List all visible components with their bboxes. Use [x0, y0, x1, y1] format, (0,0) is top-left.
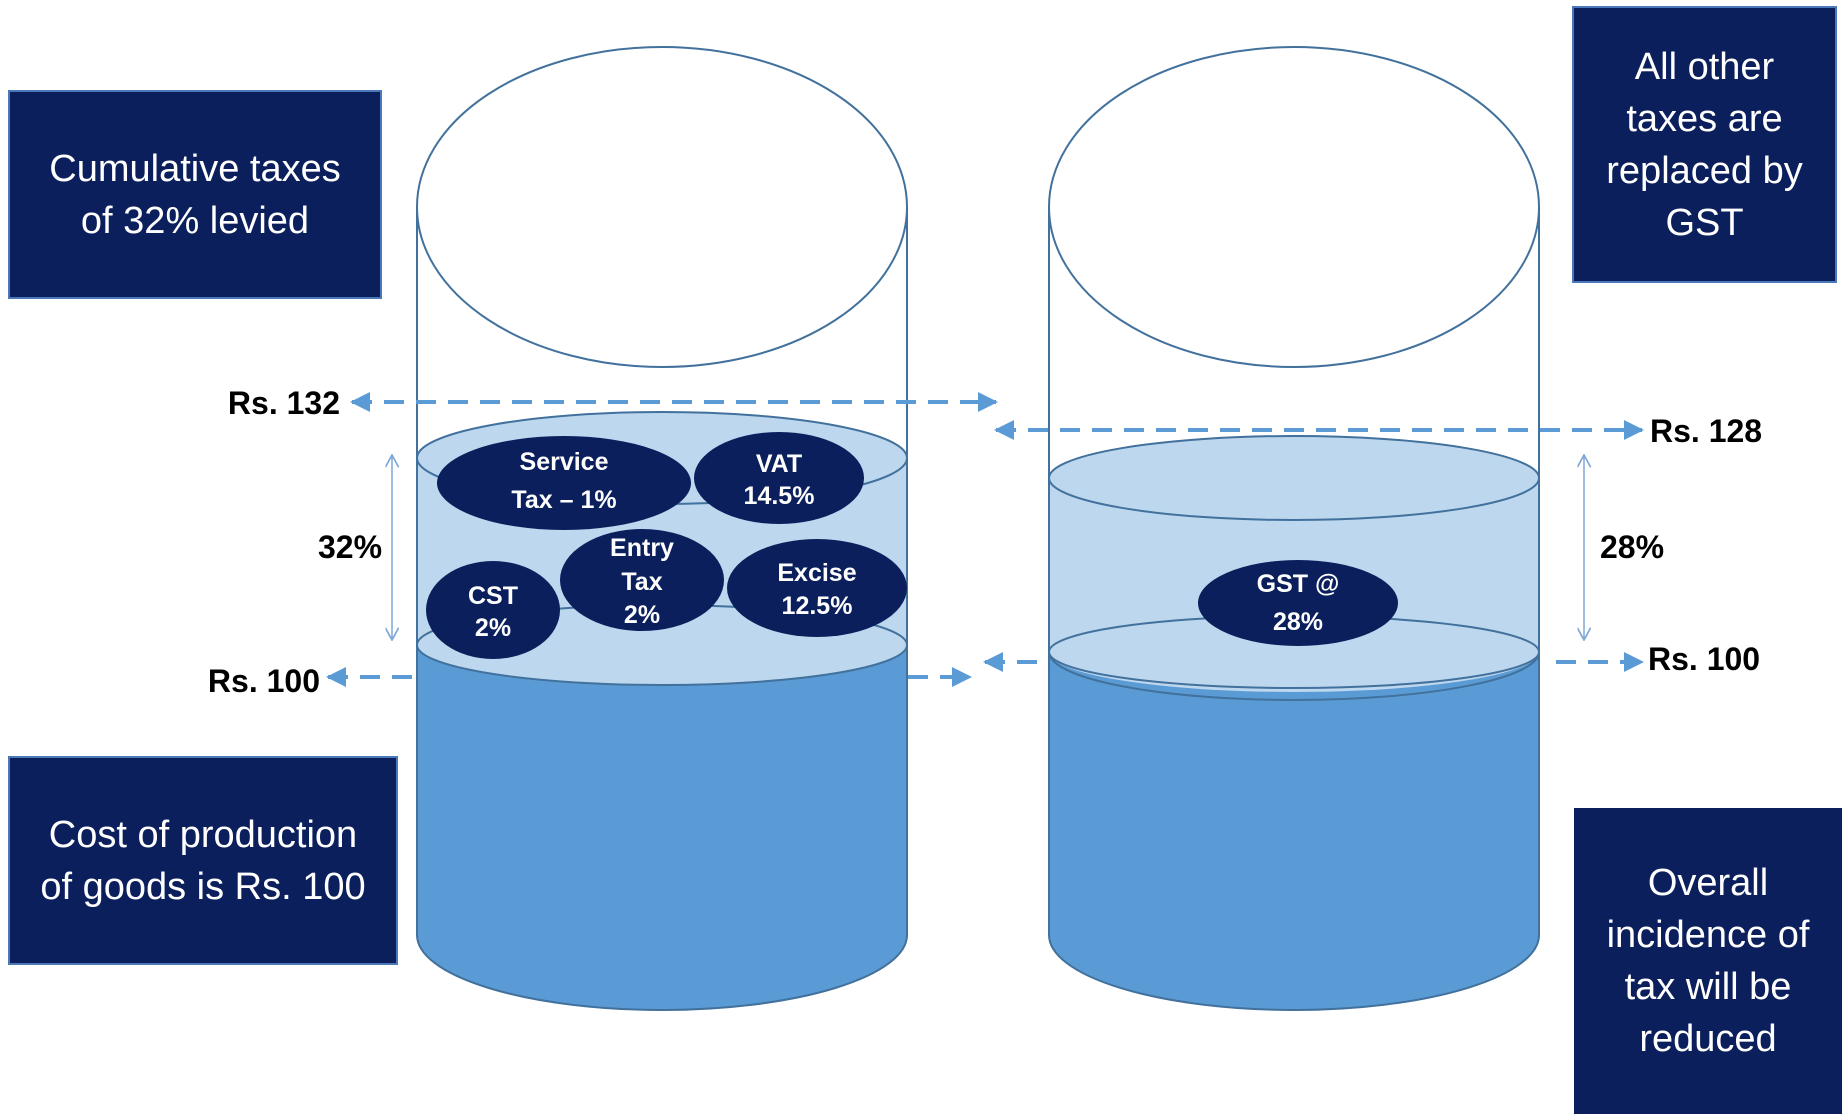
right-jar-base-liquid-rim	[1048, 651, 1540, 701]
gst-line-1: GST @	[1257, 570, 1340, 598]
gst-line-2: 28%	[1273, 608, 1323, 636]
left-jar-rim	[416, 46, 908, 368]
cost-of-production-text: Cost of production of goods is Rs. 100	[40, 813, 366, 908]
tax-reduced-text: Overall incidence of tax will be reduced	[1606, 862, 1810, 1060]
entry-tax-oval: Entry Tax 2%	[560, 529, 724, 631]
gst-oval: GST @ 28%	[1198, 560, 1398, 646]
gst-replaces-text: All other taxes are replaced by GST	[1606, 45, 1803, 244]
excise-oval: Excise 12.5%	[727, 539, 907, 637]
right-jar-rim	[1048, 46, 1540, 368]
right-jar-base-liquid	[1049, 652, 1539, 1010]
right-rs100-label: Rs. 100	[1648, 641, 1760, 677]
entry-tax-line-1: Entry	[610, 534, 674, 562]
svg-text:GST @28%: GST @ 28%	[1257, 570, 1340, 636]
vat-line-1: VAT	[756, 450, 802, 478]
cumulative-taxes-box: Cumulative taxes of 32% levied	[8, 90, 382, 299]
excise-line-1: Excise	[777, 559, 856, 587]
left-jar-base-liquid	[417, 645, 907, 1010]
right-jar-bottom	[1048, 934, 1540, 1011]
service-tax-line-2: Tax – 1%	[511, 486, 616, 514]
left-percent-label: 32%	[318, 529, 382, 565]
cost-of-production-box: Cost of production of goods is Rs. 100	[8, 756, 398, 965]
vat-oval: VAT 14.5%	[694, 432, 864, 524]
rs128-label: Rs. 128	[1650, 413, 1762, 449]
service-tax-line-1: Service	[520, 448, 609, 476]
entry-tax-line-3: 2%	[624, 601, 660, 629]
entry-tax-line-2: Tax	[621, 568, 662, 596]
cst-oval: CST 2%	[426, 561, 560, 659]
left-rs100-label: Rs. 100	[208, 663, 320, 699]
left-jar-bottom	[416, 934, 908, 1011]
cst-line-2: 2%	[475, 614, 511, 642]
tax-reduced-box: Overall incidence of tax will be reduced	[1574, 808, 1842, 1114]
cumulative-taxes-text: Cumulative taxes of 32% levied	[49, 147, 341, 242]
gst-replaces-box: All other taxes are replaced by GST	[1572, 6, 1837, 283]
service-tax-oval: Service Tax – 1%	[437, 436, 691, 530]
vat-line-2: 14.5%	[744, 482, 815, 510]
right-jar-tax-liquid-top	[1048, 435, 1540, 521]
right-jar	[1048, 46, 1540, 1011]
left-jar	[416, 46, 908, 1011]
right-percent-label: 28%	[1600, 529, 1664, 565]
rs132-label: Rs. 132	[228, 385, 340, 421]
excise-line-2: 12.5%	[782, 592, 853, 620]
cst-line-1: CST	[468, 582, 518, 610]
